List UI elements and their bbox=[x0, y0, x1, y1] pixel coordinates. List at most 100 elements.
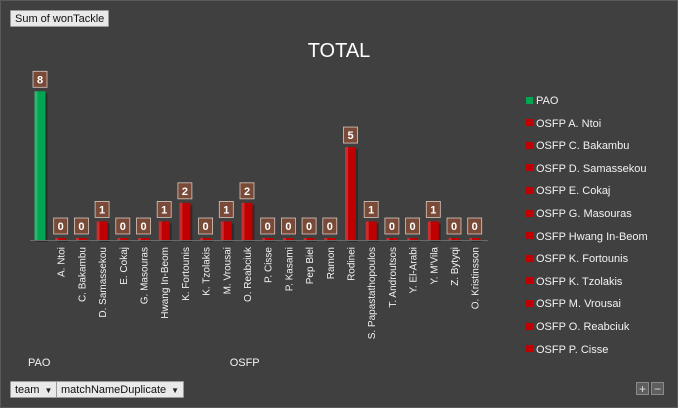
x-tick-label: O. Kristinsson bbox=[471, 247, 482, 309]
data-label-box bbox=[322, 217, 338, 235]
data-label-box bbox=[363, 201, 379, 218]
x-tick-label: Ramon bbox=[326, 247, 337, 279]
data-label-box bbox=[218, 201, 234, 218]
bar-highlight bbox=[345, 147, 348, 240]
x-tick-label: Hwang In-Beom bbox=[160, 247, 171, 319]
bar-highlight bbox=[407, 238, 411, 240]
match-name-field-button[interactable]: matchNameDuplicate ▼ bbox=[56, 381, 185, 398]
bar bbox=[220, 221, 232, 240]
data-label: 1 bbox=[99, 204, 105, 216]
legend-label: OSFP E. Cokaj bbox=[536, 185, 611, 198]
x-tick-label: Z. Bytyqi bbox=[450, 247, 461, 286]
bar-highlight bbox=[75, 238, 79, 240]
legend-entry: OSFP K. Tzolakis bbox=[526, 275, 622, 289]
bar bbox=[158, 221, 170, 240]
bar bbox=[345, 147, 356, 240]
bar-highlight bbox=[117, 238, 121, 240]
x-tick-label: G. Masouras bbox=[140, 247, 151, 304]
chart-title: TOTAL bbox=[307, 40, 371, 62]
collapse-button[interactable]: − bbox=[651, 382, 664, 395]
data-label-box bbox=[405, 217, 421, 235]
x-tick-label: O. Reabciuk bbox=[243, 246, 254, 302]
legend-swatch bbox=[526, 277, 533, 285]
legend-entry: OSFP K. Fortounis bbox=[526, 252, 628, 266]
bar bbox=[262, 238, 274, 240]
data-label: 5 bbox=[347, 130, 353, 142]
data-label-box bbox=[301, 217, 317, 235]
bar bbox=[427, 221, 439, 240]
data-label-box bbox=[343, 126, 358, 144]
bar-highlight bbox=[241, 202, 245, 240]
legend-label: OSFP K. Tzolakis bbox=[536, 275, 623, 288]
legend-label: PAO bbox=[536, 95, 559, 107]
x-tick-label: A. Ntoi bbox=[57, 247, 68, 277]
legend-label: OSFP G. Masouras bbox=[536, 208, 632, 220]
legend-entry: OSFP P. Cisse bbox=[526, 343, 608, 357]
data-label: 0 bbox=[285, 221, 291, 233]
x-tick-label: Y. El-Arabi bbox=[409, 247, 420, 294]
data-label: 1 bbox=[223, 204, 229, 216]
data-label-box bbox=[239, 182, 255, 200]
legend-swatch bbox=[526, 119, 533, 127]
data-label-box bbox=[198, 217, 214, 235]
legend-swatch bbox=[526, 232, 533, 240]
team-field-button[interactable]: team ▼ bbox=[10, 381, 58, 398]
data-label: 8 bbox=[37, 74, 43, 86]
chevron-down-icon: ▼ bbox=[44, 386, 53, 395]
x-tick-label: C. Bakambu bbox=[77, 247, 88, 302]
data-label: 0 bbox=[203, 221, 209, 233]
data-label: 0 bbox=[472, 221, 478, 233]
bar bbox=[179, 202, 191, 240]
x-tick-label: P. Cisse bbox=[264, 247, 275, 283]
legend-entry: OSFP M. Vrousai bbox=[526, 297, 621, 311]
x-tick-label: D. Samassekou bbox=[98, 247, 109, 318]
data-label: 0 bbox=[140, 221, 146, 233]
team-field-label: team bbox=[15, 384, 40, 396]
bar bbox=[55, 238, 67, 240]
bar bbox=[407, 238, 419, 240]
bar bbox=[138, 238, 149, 240]
data-label: 0 bbox=[58, 221, 64, 233]
data-label-box bbox=[260, 217, 276, 235]
legend-entry: OSFP E. Cokaj bbox=[526, 184, 610, 198]
data-label: 0 bbox=[306, 221, 312, 233]
value-field-button[interactable]: Sum of wonTackle bbox=[10, 10, 110, 27]
bar bbox=[386, 238, 398, 240]
chevron-down-icon: ▼ bbox=[171, 386, 180, 395]
x-tick-label: K. Tzolakis bbox=[202, 247, 213, 296]
bar bbox=[200, 238, 212, 240]
bar-highlight bbox=[262, 238, 266, 240]
legend-swatch bbox=[526, 345, 533, 353]
data-label: 0 bbox=[389, 221, 395, 233]
data-label-box bbox=[94, 201, 110, 218]
bar-highlight bbox=[469, 238, 473, 240]
data-label: 0 bbox=[78, 221, 84, 233]
bar-highlight bbox=[96, 221, 100, 240]
data-label-box bbox=[32, 70, 48, 88]
data-label: 1 bbox=[430, 204, 436, 216]
bar bbox=[469, 238, 481, 240]
bar bbox=[117, 238, 129, 240]
bar bbox=[448, 238, 460, 240]
bar-highlight bbox=[427, 221, 431, 240]
legend-label: OSFP M. Vrousai bbox=[536, 298, 621, 311]
x-tick-label: S. Papastathopoulos bbox=[367, 247, 378, 339]
bar-highlight bbox=[34, 91, 38, 240]
group-label: PAO bbox=[28, 357, 51, 369]
bar-highlight bbox=[365, 221, 369, 240]
bar-highlight bbox=[220, 221, 224, 240]
x-tick-label: M. Vrousai bbox=[222, 247, 233, 294]
data-label-box bbox=[74, 217, 89, 235]
data-label-box bbox=[467, 217, 483, 235]
bar bbox=[282, 238, 294, 240]
expand-button[interactable]: + bbox=[636, 382, 649, 395]
x-tick-label: Pep Biel bbox=[305, 247, 316, 284]
bar-highlight bbox=[200, 238, 204, 240]
legend-swatch bbox=[526, 209, 533, 217]
data-label: 2 bbox=[182, 186, 188, 198]
data-label-box bbox=[384, 217, 400, 235]
x-tick-label: P. Kasami bbox=[284, 247, 295, 291]
legend-entry: PAO bbox=[526, 94, 558, 108]
data-label: 0 bbox=[120, 221, 126, 233]
